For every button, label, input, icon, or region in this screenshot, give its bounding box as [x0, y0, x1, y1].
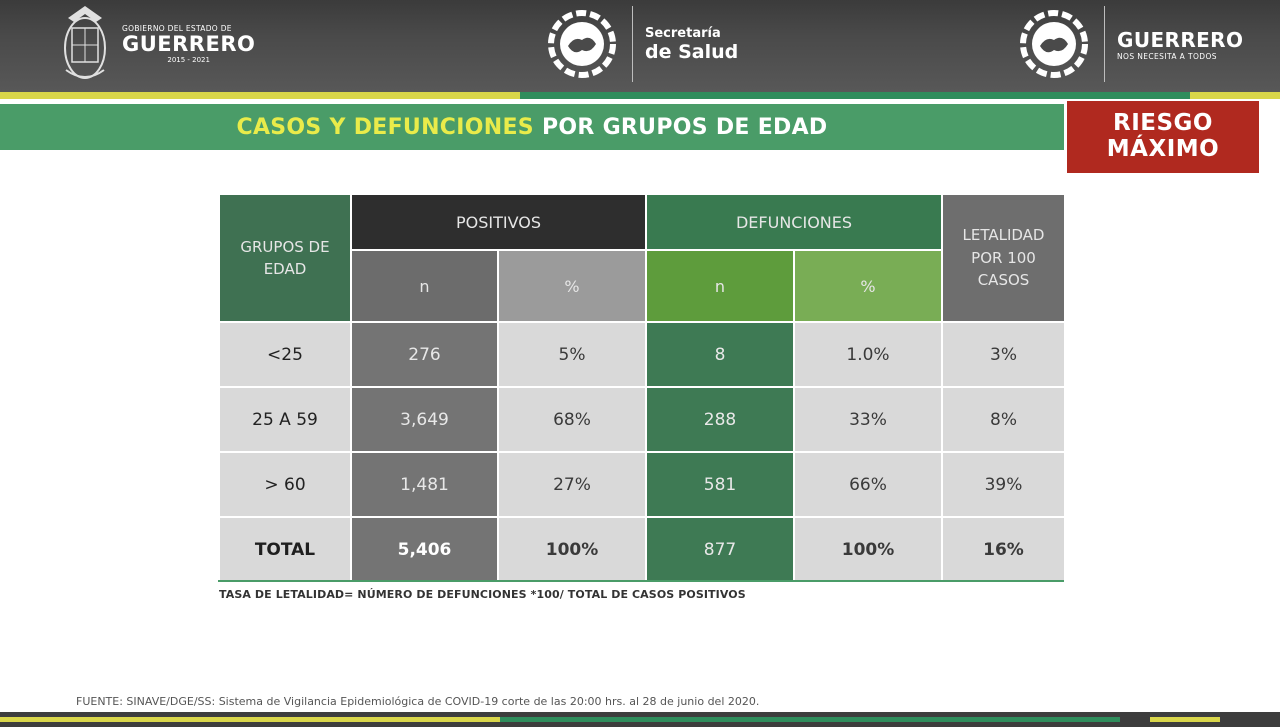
title-highlight: CASOS Y DEFUNCIONES: [236, 114, 534, 140]
header-positivos-pct: %: [497, 249, 647, 323]
cell-total-letalidad: 16%: [941, 516, 1066, 583]
cell-positivos-pct: 27%: [497, 451, 647, 518]
header-positivos: POSITIVOS: [350, 193, 647, 251]
cell-defunciones-n: 8: [645, 321, 795, 388]
source-text: FUENTE: SINAVE/DGE/SS: Sistema de Vigila…: [76, 695, 760, 708]
risk-line1: RIESGO: [1113, 110, 1213, 137]
cell-grupo: 25 A 59: [218, 386, 352, 453]
cell-positivos-n: 276: [350, 321, 499, 388]
table-row: <25 276 5% 8 1.0% 3%: [218, 321, 1066, 388]
table-bottom-line: [218, 580, 1064, 582]
cell-grupo: <25: [218, 321, 352, 388]
gobierno-small-text: GOBIERNO DEL ESTADO DE: [122, 24, 232, 34]
header-separator: [632, 6, 633, 82]
table-row: 25 A 59 3,649 68% 288 33% 8%: [218, 386, 1066, 453]
cell-defunciones-pct: 33%: [793, 386, 943, 453]
table-row: > 60 1,481 27% 581 66% 39%: [218, 451, 1066, 518]
footer-stripe-yellow-right: [1150, 717, 1220, 722]
age-group-table: GRUPOS DE EDAD POSITIVOS DEFUNCIONES LET…: [218, 193, 1066, 583]
footer-stripe-green: [500, 717, 1120, 722]
cell-positivos-n: 1,481: [350, 451, 499, 518]
header-letalidad-line2: POR 100: [971, 248, 1036, 267]
header-grupos: GRUPOS DE EDAD: [218, 193, 352, 323]
header-grupos-line2: EDAD: [263, 260, 307, 278]
header-defunciones-pct: %: [793, 249, 943, 323]
guerrero-slogan: NOS NECESITA A TODOS: [1117, 51, 1217, 61]
cell-total-positivos-pct: 100%: [497, 516, 647, 583]
header-defunciones: DEFUNCIONES: [645, 193, 943, 251]
cell-positivos-pct: 68%: [497, 386, 647, 453]
cell-total-defunciones-n: 877: [645, 516, 795, 583]
secretaria-line2: de Salud: [645, 40, 739, 63]
header-stripe: [0, 92, 1280, 99]
secretaria-logo: Secretaría de Salud: [546, 6, 738, 82]
gobierno-years-text: 2015 - 2021: [167, 55, 210, 64]
secretaria-emblem-icon: [548, 10, 616, 78]
cell-defunciones-n: 288: [645, 386, 795, 453]
guerrero-logo: GUERRERO NOS NECESITA A TODOS: [1018, 6, 1243, 82]
gobierno-big-text: GUERRERO: [122, 32, 256, 57]
title-rest: POR GRUPOS DE EDAD: [541, 114, 828, 140]
guerrero-big-text: GUERRERO: [1117, 27, 1244, 52]
header-letalidad-line3: CASOS: [977, 271, 1030, 290]
cell-defunciones-pct: 1.0%: [793, 321, 943, 388]
cell-defunciones-pct: 66%: [793, 451, 943, 518]
cell-total-label: TOTAL: [218, 516, 352, 583]
header-grupos-line1: GRUPOS DE: [240, 237, 330, 256]
cell-positivos-pct: 5%: [497, 321, 647, 388]
guerrero-emblem-icon: [1020, 10, 1088, 78]
cell-positivos-n: 3,649: [350, 386, 499, 453]
secretaria-line1: Secretaría: [645, 25, 721, 41]
cell-total-positivos-n: 5,406: [350, 516, 499, 583]
guerrero-crest-icon: [64, 6, 106, 79]
risk-badge: RIESGO MÁXIMO: [1067, 101, 1259, 173]
cell-letalidad: 39%: [941, 451, 1066, 518]
cell-grupo: > 60: [218, 451, 352, 518]
header-separator: [1104, 6, 1105, 82]
table-total-row: TOTAL 5,406 100% 877 100% 16%: [218, 516, 1066, 583]
letalidad-note: TASA DE LETALIDAD= NÚMERO DE DEFUNCIONES…: [219, 588, 746, 601]
title-bar: CASOS Y DEFUNCIONES POR GRUPOS DE EDAD: [0, 104, 1064, 150]
header-banner: GOBIERNO DEL ESTADO DE GUERRERO 2015 - 2…: [0, 0, 1280, 92]
header-positivos-n: n: [350, 249, 499, 323]
header-letalidad: LETALIDAD POR 100 CASOS: [941, 193, 1066, 323]
header-defunciones-n: n: [645, 249, 795, 323]
header-letalidad-line1: LETALIDAD: [962, 226, 1045, 245]
cell-total-defunciones-pct: 100%: [793, 516, 943, 583]
cell-letalidad: 8%: [941, 386, 1066, 453]
risk-line2: MÁXIMO: [1106, 136, 1220, 162]
footer-stripe-yellow: [0, 717, 500, 722]
gobierno-logo: GOBIERNO DEL ESTADO DE GUERRERO 2015 - 2…: [58, 2, 255, 86]
cell-letalidad: 3%: [941, 321, 1066, 388]
cell-defunciones-n: 581: [645, 451, 795, 518]
